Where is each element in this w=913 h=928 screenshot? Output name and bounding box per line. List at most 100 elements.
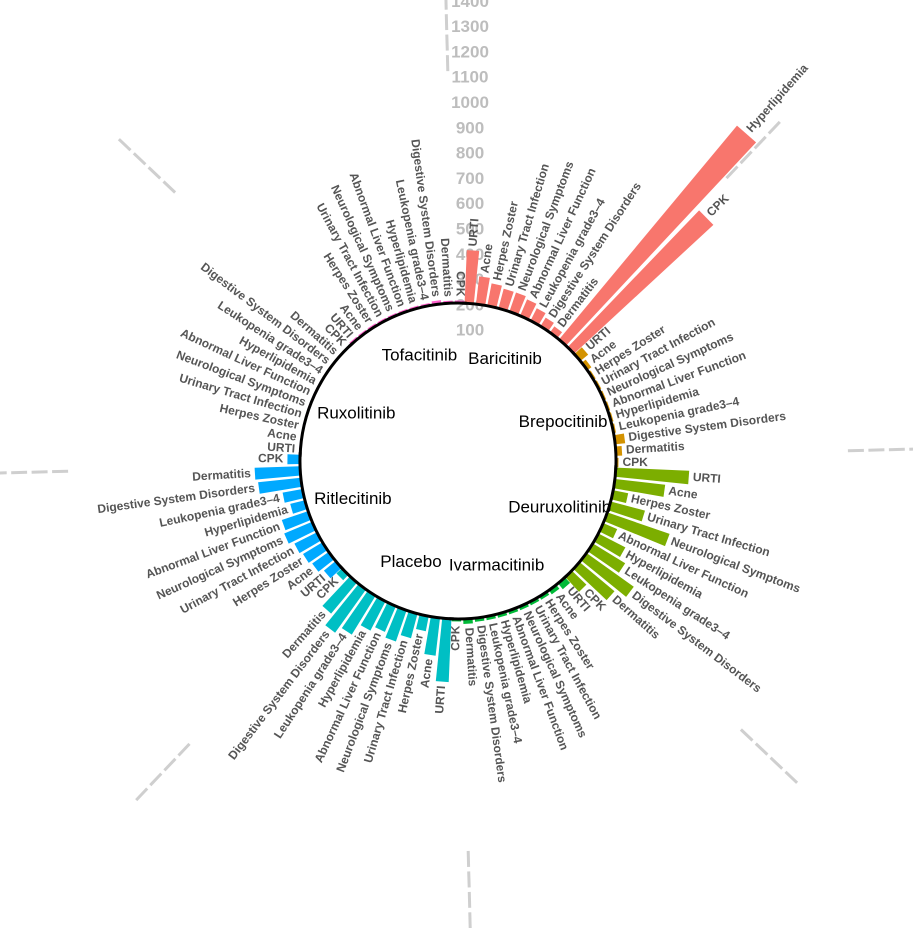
bar-ritlecitinib-urinary-tract-infection: [294, 532, 322, 554]
bar-placebo-dermatitis: [322, 576, 357, 614]
bar-ritlecitinib-neurological-symptoms: [284, 521, 316, 544]
bar-baricitinib-herpes-zoster: [487, 283, 502, 308]
group-label-placebo: Placebo: [380, 552, 441, 571]
spoke-dash: [163, 757, 177, 772]
spoke-dash: [135, 787, 149, 802]
bar-label-brepocitinib-cpk: CPK: [622, 455, 648, 469]
bar-ritlecitinib-digestive-system-disorders: [258, 477, 303, 494]
group-baseline-tofacitinib: [348, 301, 467, 348]
bar-brepocitinib-acne: [581, 359, 592, 371]
y-tick-label: 100: [456, 321, 484, 340]
bar-baricitinib-abnormal-liver-function: [520, 299, 537, 320]
group-labels: Baricitinib Brepocitinib Deuruxolitinib Iva…: [314, 345, 611, 574]
spoke-dash: [784, 770, 799, 784]
y-tick-label: 700: [456, 169, 484, 188]
bar-baricitinib-leukopenia-grade3-4: [530, 308, 546, 326]
bar-ivarmacitinib-urti: [558, 577, 571, 590]
bar-placebo-cpk: [336, 568, 349, 581]
spoke-dash: [769, 756, 784, 770]
bar-label-placebo-acne: Acne: [417, 657, 435, 688]
group-baseline-ruxolitinib: [298, 342, 354, 457]
y-tick-label: 1400: [451, 0, 489, 11]
group-label-ruxolitinib: Ruxolitinib: [317, 403, 395, 422]
y-tick-label: 1300: [451, 17, 489, 36]
y-tick-label: 600: [456, 194, 484, 213]
spoke-dash: [117, 138, 132, 152]
bar-ritlecitinib-leukopenia-grade3-4: [282, 489, 305, 503]
group-baseline-ritlecitinib: [298, 452, 345, 571]
bar-label-ritlecitinib-dermatitis: Dermatitis: [192, 466, 252, 484]
bar-ritlecitinib-abnormal-liver-function: [281, 511, 312, 531]
group-label-baricitinib: Baricitinib: [468, 349, 542, 368]
y-tick-labels: 1002003004005006007008009001000110012001…: [451, 0, 489, 340]
bar-placebo-urti: [435, 618, 452, 683]
group-label-tofacitinib: Tofacitinib: [382, 345, 458, 364]
group-label-brepocitinib: Brepocitinib: [519, 412, 608, 431]
bar-label-ruxolitinib-urti: URTI: [267, 440, 296, 456]
bar-ivarmacitinib-acne: [548, 584, 560, 595]
spoke-dash: [739, 728, 754, 742]
group-baseline-ivarmacitinib: [449, 574, 568, 621]
bar-ritlecitinib-urti: [323, 561, 342, 579]
spoke-dash: [162, 180, 177, 194]
y-tick-label: 1200: [451, 42, 489, 61]
bar-label-deuruxolitinib-acne: Acne: [668, 484, 699, 502]
bar-label-placebo-digestive-system-disorders: Digestive System Disorders: [225, 627, 332, 762]
bar-label-baricitinib-acne: Acne: [477, 243, 495, 274]
spoke-dash: [725, 165, 739, 180]
bar-brepocitinib-digestive-system-disorders: [613, 433, 626, 445]
y-tick-label: 900: [456, 118, 484, 137]
bar-label-ivarmacitinib-dermatitis: Dermatitis: [462, 627, 480, 687]
bar-deuruxolitinib-digestive-system-disorders: [580, 553, 634, 597]
bar-baricitinib-dermatitis: [550, 326, 563, 339]
group-baseline-brepocitinib: [571, 351, 618, 470]
bar-deuruxolitinib-hyperlipidemia: [593, 533, 626, 557]
bar-label-ivarmacitinib-cpk: CPK: [448, 625, 462, 651]
bar-ritlecitinib-acne: [312, 551, 335, 572]
bar-label-ritlecitinib-cpk: CPK: [258, 451, 284, 465]
group-baselines: [298, 301, 618, 621]
bar-deuruxolitinib-acne: [613, 479, 666, 497]
bar-placebo-leukopenia-grade3-4: [341, 590, 376, 635]
spoke-dash: [754, 742, 769, 756]
bar-baricitinib-cpk: [567, 210, 714, 354]
y-tick-label: 1100: [452, 68, 489, 87]
bar-label-baricitinib-urti: URTI: [465, 218, 481, 247]
group-label-deuruxolitinib: Deuruxolitinib: [508, 497, 611, 516]
bar-ritlecitinib-cpk: [287, 454, 301, 465]
bar-placebo-herpes-zoster: [416, 614, 429, 632]
spoke-dash: [177, 742, 191, 757]
bar-baricitinib-neurological-symptoms: [509, 292, 526, 315]
bar-ritlecitinib-dermatitis: [254, 466, 301, 480]
bar-baricitinib-acne: [476, 276, 490, 306]
spoke-dash: [31, 470, 48, 474]
bar-placebo-neurological-symptoms: [385, 607, 407, 642]
bar-label-tofacitinib-cpk: CPK: [454, 271, 468, 297]
bar-placebo-acne: [424, 616, 440, 656]
group-label-ritlecitinib: Ritlecitinib: [314, 489, 391, 508]
bar-placebo-digestive-system-disorders: [325, 583, 366, 633]
spoke-dash: [445, 34, 449, 51]
bar-baricitinib-urti: [464, 250, 480, 304]
bar-deuruxolitinib-dermatitis: [573, 562, 615, 601]
y-tick-label: 800: [456, 144, 484, 163]
y-tick-label: 500: [456, 220, 484, 239]
group-label-ivarmacitinib: Ivarmacitinib: [449, 556, 544, 575]
bar-deuruxolitinib-neurological-symptoms: [604, 512, 670, 547]
bar-deuruxolitinib-abnormal-liver-function: [599, 523, 618, 539]
bar-placebo-urinary-tract-infection: [400, 611, 418, 639]
bar-placebo-hyperlipidemia: [360, 596, 386, 631]
bar-deuruxolitinib-leukopenia-grade3-4: [587, 543, 626, 573]
bar-label-brepocitinib-dermatitis: Dermatitis: [626, 439, 686, 457]
spoke-dash: [767, 120, 781, 135]
bar-baricitinib-hyperlipidemia: [559, 125, 757, 346]
spoke-dash: [149, 772, 163, 787]
spoke-dash: [467, 871, 471, 888]
bar-deuruxolitinib-urti: [615, 467, 690, 485]
bar-label-ruxolitinib-acne: Acne: [266, 426, 297, 444]
bar-deuruxolitinib-urinary-tract-infection: [608, 501, 645, 522]
y-tick-label: 1000: [451, 93, 489, 112]
spoke-dash: [147, 166, 162, 180]
